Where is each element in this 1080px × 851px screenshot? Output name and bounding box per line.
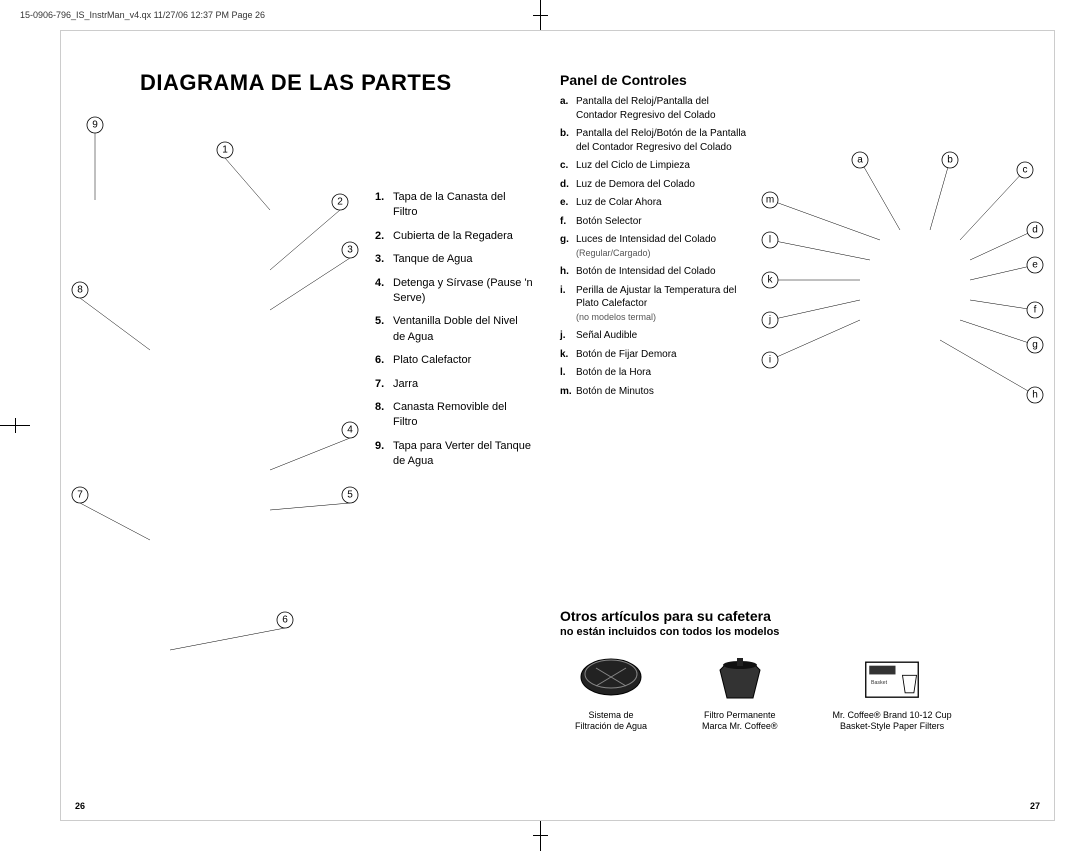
crop-mark	[540, 0, 541, 30]
panel-item: g.Luces de Intensidad del Colado(Regular…	[560, 233, 750, 260]
svg-text:Basket: Basket	[871, 680, 888, 686]
panel-item: d.Luz de Demora del Colado	[560, 178, 750, 192]
svg-text:1: 1	[222, 145, 228, 156]
svg-text:3: 3	[347, 245, 353, 256]
panel-item: k.Botón de Fijar Demora	[560, 348, 750, 362]
parts-item: 9.Tapa para Verter del Tanque de Agua	[375, 439, 533, 470]
svg-text:6: 6	[282, 615, 288, 626]
main-title: DIAGRAMA DE LAS PARTES	[140, 70, 452, 96]
svg-text:d: d	[1032, 225, 1038, 236]
svg-text:i: i	[769, 355, 771, 366]
parts-item: 2.Cubierta de la Regadera	[375, 229, 533, 244]
panel-item: a.Pantalla del Reloj/Pantalla del Contad…	[560, 95, 750, 122]
svg-text:c: c	[1023, 165, 1028, 176]
other-subtitle: no están incluidos con todos los modelos	[560, 626, 779, 638]
parts-diagram: 1 2 3 4 5 6 7 8 9	[70, 110, 370, 670]
svg-text:h: h	[1032, 390, 1038, 401]
product-item: Filtro PermanenteMarca Mr. Coffee®	[702, 650, 778, 732]
svg-text:f: f	[1034, 305, 1037, 316]
product-item: BasketMr. Coffee® Brand 10-12 CupBasket-…	[833, 650, 952, 732]
parts-list: 1.Tapa de la Canasta del Filtro 2.Cubiert…	[375, 190, 533, 477]
panel-list: a.Pantalla del Reloj/Pantalla del Contad…	[560, 95, 750, 403]
panel-item: b.Pantalla del Reloj/Botón de la Pantall…	[560, 127, 750, 154]
parts-item: 7.Jarra	[375, 377, 533, 392]
products-row: Sistema deFiltración de Agua Filtro Perma…	[575, 650, 952, 732]
page-number-left: 26	[75, 801, 85, 811]
panel-item: j.Señal Audible	[560, 329, 750, 343]
panel-title: Panel de Controles	[560, 72, 687, 88]
svg-text:g: g	[1032, 340, 1038, 351]
other-title: Otros artículos para su cafetera	[560, 608, 779, 624]
svg-text:5: 5	[347, 490, 353, 501]
parts-item: 5.Ventanilla Doble del Nivel de Agua	[375, 314, 533, 345]
svg-text:2: 2	[337, 197, 343, 208]
parts-item: 6.Plato Calefactor	[375, 353, 533, 368]
crop-mark	[0, 425, 30, 426]
svg-text:j: j	[768, 315, 771, 326]
svg-text:l: l	[769, 235, 771, 246]
parts-item: 1.Tapa de la Canasta del Filtro	[375, 190, 533, 221]
control-diagram: abcdefghijklm	[760, 110, 1050, 420]
page-number-right: 27	[1030, 801, 1040, 811]
svg-text:8: 8	[77, 285, 83, 296]
parts-item: 3.Tanque de Agua	[375, 252, 533, 267]
svg-text:b: b	[947, 155, 953, 166]
svg-text:e: e	[1032, 260, 1038, 271]
svg-text:m: m	[766, 195, 774, 206]
panel-item: h.Botón de Intensidad del Colado	[560, 265, 750, 279]
crop-mark	[540, 821, 541, 851]
panel-item: l.Botón de la Hora	[560, 366, 750, 380]
panel-item: i.Perilla de Ajustar la Temperatura del …	[560, 284, 750, 325]
other-articles-section: Otros artículos para su cafetera no está…	[560, 608, 779, 638]
svg-text:a: a	[857, 155, 863, 166]
panel-item: c.Luz del Ciclo de Limpieza	[560, 159, 750, 173]
parts-item: 8.Canasta Removible del Filtro	[375, 400, 533, 431]
panel-item: e.Luz de Colar Ahora	[560, 196, 750, 210]
svg-text:9: 9	[92, 120, 98, 131]
product-item: Sistema deFiltración de Agua	[575, 650, 647, 732]
svg-text:7: 7	[77, 490, 83, 501]
svg-text:4: 4	[347, 425, 353, 436]
parts-item: 4.Detenga y Sírvase (Pause 'n Serve)	[375, 276, 533, 307]
panel-item: f.Botón Selector	[560, 215, 750, 229]
print-header: 15-0906-796_IS_InstrMan_v4.qx 11/27/06 1…	[20, 10, 265, 20]
panel-item: m.Botón de Minutos	[560, 385, 750, 399]
